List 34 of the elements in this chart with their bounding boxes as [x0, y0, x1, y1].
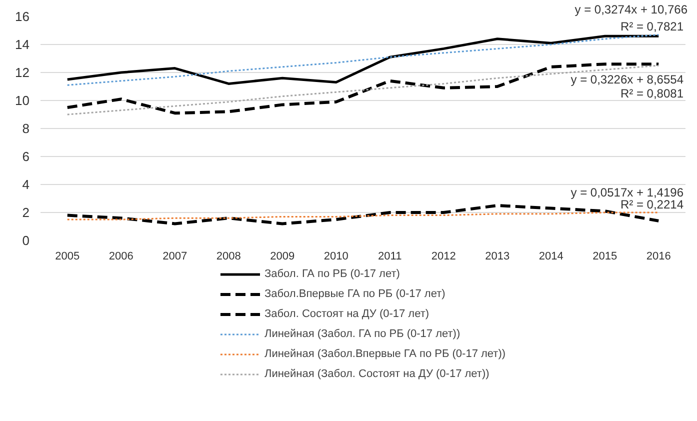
x-tick-label: 2013	[485, 250, 510, 262]
x-tick-label: 2015	[592, 250, 618, 262]
legend-label: Забол. Состоят на ДУ (0-17 лет)	[264, 307, 430, 321]
annotation: R² = 0,7821	[620, 20, 684, 34]
x-tick-label: 2007	[162, 250, 188, 262]
y-tick-label: 2	[22, 205, 30, 220]
annotation: y = 0,3274x + 10,766	[574, 2, 688, 16]
y-tick-label: 6	[22, 149, 30, 164]
y-tick-label: 12	[15, 65, 30, 80]
y-tick-label: 8	[22, 121, 30, 136]
legend-label: Линейная (Забол. ГА по РБ (0-17 лет))	[264, 327, 460, 341]
line-series	[66, 212, 660, 220]
legend-label: Линейная (Забол. Состоят на ДУ (0-17 лет))	[264, 367, 490, 381]
annotation: y = 0,3226x + 8,6554	[570, 72, 684, 86]
legend-label: Забол.Впервые ГА по РБ (0-17 лет)	[264, 287, 446, 301]
y-tick-label: 4	[22, 177, 30, 192]
y-tick-label: 0	[22, 233, 30, 248]
x-tick-label: 2009	[270, 250, 295, 262]
x-tick-label: 2008	[216, 250, 241, 262]
x-tick-label: 2006	[108, 250, 134, 262]
annotation: R² = 0,2214	[620, 198, 684, 212]
x-tick-label: 2005	[55, 250, 80, 262]
y-tick-label: 16	[15, 9, 30, 24]
annotation: R² = 0,8081	[620, 86, 684, 100]
y-tick-label: 10	[15, 93, 30, 108]
x-tick-label: 2011	[378, 250, 402, 262]
legend-label: Забол. ГА по РБ (0-17 лет)	[264, 267, 400, 281]
x-tick-label: 2010	[324, 250, 348, 262]
annotation: y = 0,0517x + 1,4196	[570, 186, 684, 200]
legend-label: Линейная (Забол.Впервые ГА по РБ (0-17 лет))	[264, 347, 506, 361]
y-tick-label: 14	[15, 37, 30, 52]
x-tick-label: 2016	[646, 250, 671, 262]
x-tick-label: 2012	[431, 250, 456, 262]
x-tick-label: 2014	[538, 250, 564, 262]
